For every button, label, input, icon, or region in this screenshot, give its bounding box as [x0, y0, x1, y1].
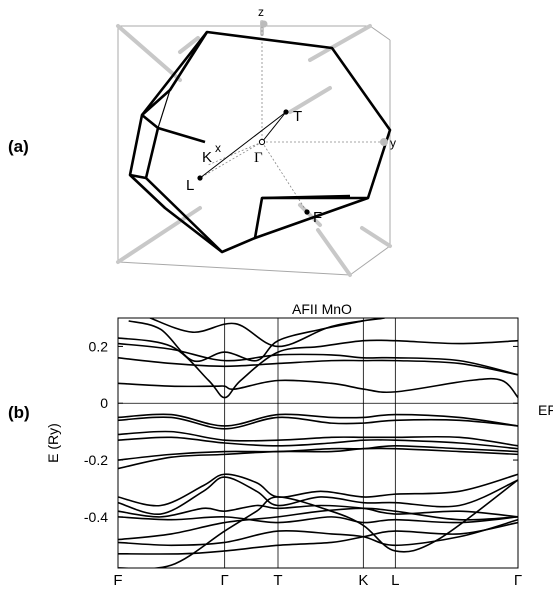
- band-line-18: [118, 521, 518, 555]
- fermi-label: EF: [538, 402, 553, 418]
- plot-frame: [117, 317, 519, 569]
- y-tick-label: 0: [100, 395, 108, 411]
- x-tick-label: L: [391, 572, 399, 589]
- band-line-6: [118, 413, 518, 427]
- x-tick-label: F: [113, 572, 122, 589]
- panel-label-b: (b): [8, 403, 30, 422]
- band-line-19: [118, 479, 518, 568]
- band-line-14: [118, 504, 518, 518]
- band-line-3: [118, 377, 518, 399]
- chart-title: AFII MnO: [292, 301, 352, 317]
- band-line-8: [118, 430, 518, 447]
- band-line-4: [128, 320, 364, 363]
- band-line-7: [118, 416, 518, 430]
- x-tick-label: Γ: [514, 572, 522, 589]
- band-line-17: [118, 518, 518, 547]
- x-tick-label: Γ: [221, 572, 229, 589]
- band-line-0: [118, 337, 518, 399]
- band-line-16: [118, 507, 518, 541]
- y-axis-label: E (Ry): [45, 423, 61, 463]
- band-line-13: [118, 476, 518, 515]
- band-line-15: [118, 516, 518, 524]
- y-ticks: 0.2 0 -0.2 -0.4: [84, 338, 518, 525]
- band-lines: [118, 318, 518, 568]
- panel-label-a: (a): [8, 137, 29, 156]
- x-tick-label: K: [358, 572, 368, 589]
- x-tick-label: T: [273, 572, 282, 589]
- band-line-1: [118, 342, 518, 376]
- band-line-9: [118, 436, 518, 450]
- band-line-2: [118, 356, 518, 376]
- band-line-10: [118, 445, 518, 461]
- band-line-5: [149, 318, 385, 348]
- y-tick-label: -0.4: [84, 509, 108, 525]
- y-tick-label: -0.2: [84, 452, 108, 468]
- y-tick-label: 0.2: [89, 338, 109, 354]
- band-line-12: [118, 473, 518, 507]
- band-line-11: [118, 447, 518, 470]
